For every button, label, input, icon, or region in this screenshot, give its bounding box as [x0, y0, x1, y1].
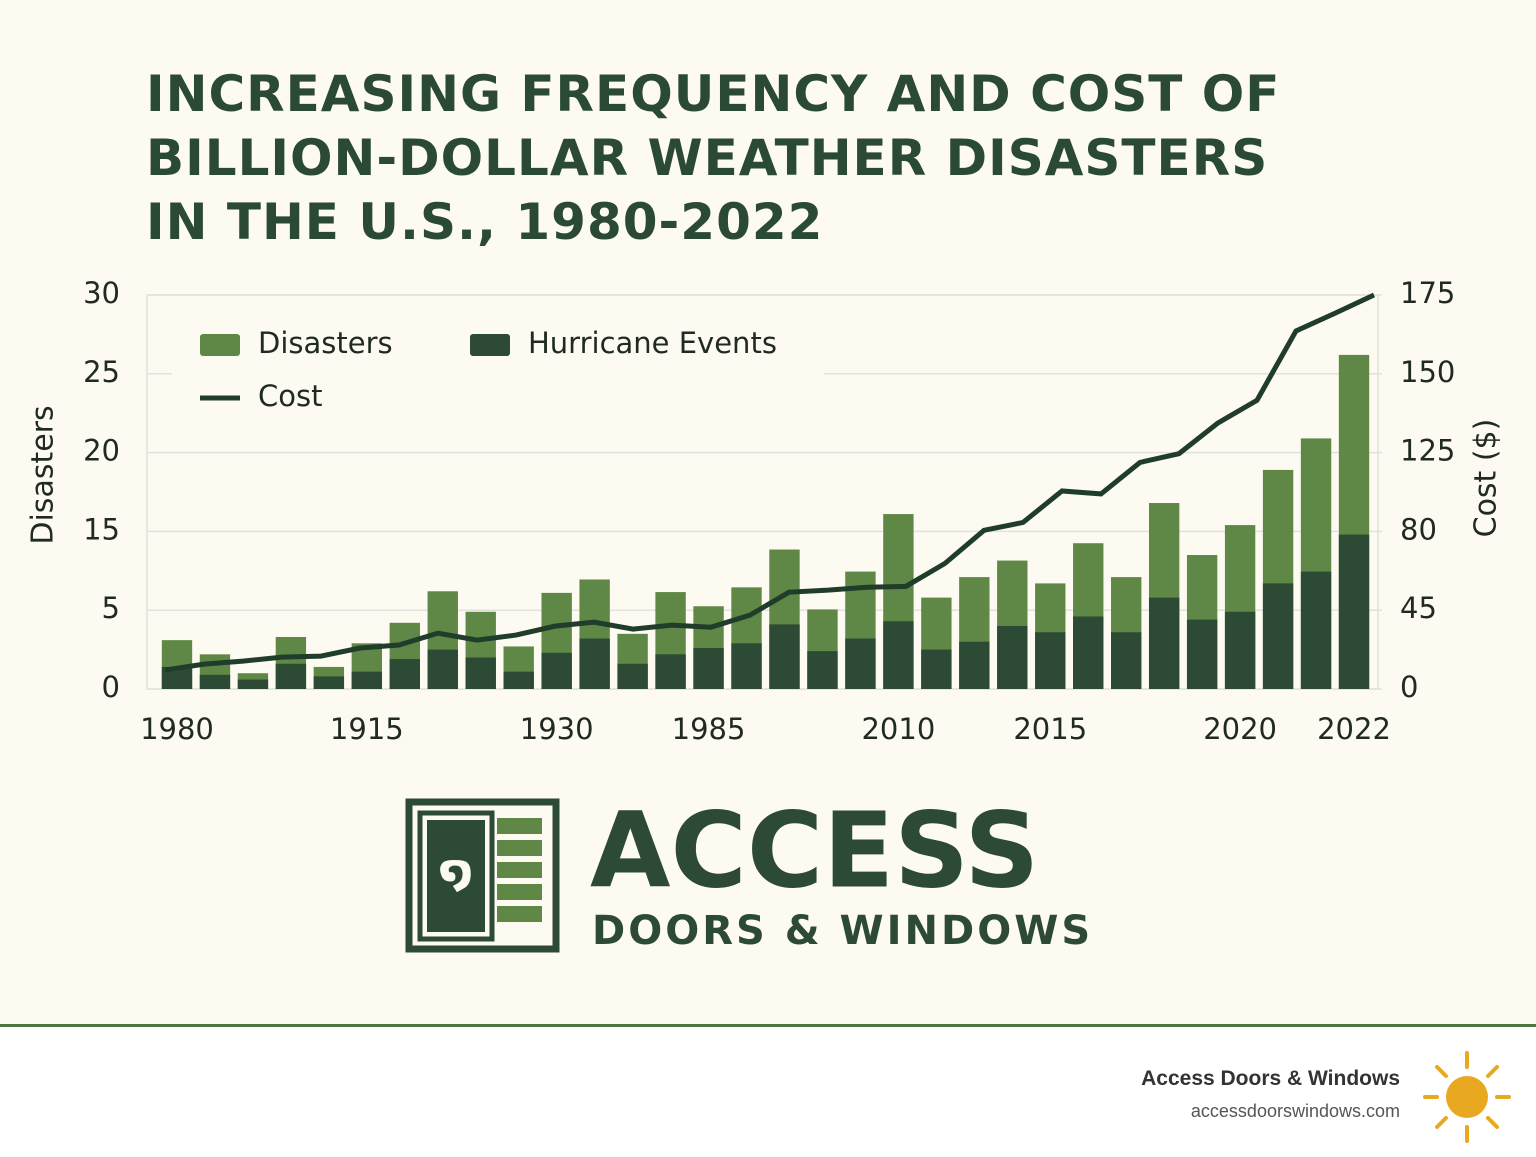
chart: Disasters Cost ($) ໑ ACCESS DOORS & WIND…	[26, 276, 1504, 954]
bar	[313, 676, 345, 689]
bar	[959, 641, 990, 689]
bar	[1186, 619, 1218, 689]
bar	[1300, 571, 1332, 689]
legend-swatch	[200, 334, 240, 356]
y2-tick-label: 0	[1400, 670, 1418, 704]
bar	[503, 671, 534, 689]
bar	[199, 674, 231, 689]
y2-tick-label: 150	[1400, 355, 1455, 389]
y-tick-label: 15	[83, 512, 120, 546]
bar	[769, 624, 800, 689]
logo-swirl: ໑	[439, 846, 473, 897]
legend-box	[172, 312, 824, 424]
bar	[1262, 583, 1294, 689]
x-tick-label: 1985	[672, 712, 746, 746]
bar	[1148, 597, 1180, 689]
bar	[1035, 632, 1066, 689]
logo-tagline: DOORS & WINDOWS	[592, 908, 1093, 954]
bar	[883, 621, 914, 689]
legend-label: Hurricane Events	[528, 326, 777, 360]
y-tick-label: 20	[83, 434, 120, 468]
legend-swatch	[470, 334, 510, 356]
footer: Access Doors & Windows accessdoorswindow…	[0, 1024, 1536, 1157]
footer-company: Access Doors & Windows	[1141, 1067, 1400, 1090]
y-tick-label: 30	[83, 276, 120, 310]
cost-line	[164, 292, 1376, 673]
logo-frame	[405, 798, 560, 953]
logo-slat	[497, 884, 542, 900]
bar	[161, 666, 193, 689]
bar	[693, 648, 724, 689]
bar	[997, 625, 1028, 689]
footer-url: accessdoorswindows.com	[1190, 1101, 1400, 1121]
bar	[845, 638, 876, 689]
logo-slat	[497, 840, 542, 856]
bar	[579, 638, 610, 689]
bar	[275, 663, 307, 689]
logo: ໑ ACCESS DOORS & WINDOWS	[405, 789, 1093, 954]
sun-icon	[1423, 1051, 1511, 1143]
bar	[731, 643, 762, 689]
bar	[655, 654, 686, 689]
bar	[1111, 632, 1142, 689]
bar	[617, 663, 648, 689]
bar	[427, 649, 458, 689]
legend: Disasters Hurricane Events Cost	[172, 312, 824, 424]
y2-tick-label: 175	[1400, 276, 1455, 310]
y2-tick-label: 125	[1400, 434, 1455, 468]
y2-tick-label: 80	[1400, 512, 1437, 546]
x-tick-label: 2015	[1013, 712, 1087, 746]
bar	[541, 652, 572, 689]
x-tick-label: 1930	[520, 712, 594, 746]
bar	[921, 649, 952, 689]
bar	[1224, 611, 1256, 689]
x-tick-label: 2010	[861, 712, 935, 746]
plot	[147, 292, 1382, 690]
x-tick-label: 2020	[1203, 712, 1277, 746]
bar	[237, 679, 269, 689]
y-axis-title: Disasters	[26, 405, 61, 544]
x-tick-label: 1980	[140, 712, 214, 746]
bar	[465, 657, 496, 689]
y-tick-label: 5	[102, 591, 120, 625]
y-tick-label: 25	[83, 355, 120, 389]
y2-tick-label: 45	[1400, 591, 1437, 625]
y2-axis-title: Cost ($)	[1469, 419, 1504, 538]
bar	[1073, 616, 1104, 689]
bar	[389, 659, 420, 689]
y-tick-label: 0	[102, 670, 120, 704]
bar	[1338, 534, 1370, 689]
legend-label: Disasters	[258, 326, 393, 360]
logo-slat	[497, 862, 542, 878]
logo-slat	[497, 818, 542, 834]
logo-slat	[497, 906, 542, 922]
logo-door-panel	[427, 820, 485, 932]
legend-label: Cost	[258, 379, 322, 413]
bar	[807, 651, 838, 689]
sun-rays	[1423, 1051, 1511, 1143]
logo-name: ACCESS	[590, 789, 1039, 911]
bar	[351, 671, 383, 689]
x-tick-label: 2022	[1317, 712, 1391, 746]
sun-disc	[1446, 1076, 1488, 1118]
x-tick-label: 1915	[330, 712, 404, 746]
chart-title: INCREASING FREQUENCY AND COST OF BILLION…	[146, 65, 1281, 251]
logo-door	[417, 810, 495, 942]
